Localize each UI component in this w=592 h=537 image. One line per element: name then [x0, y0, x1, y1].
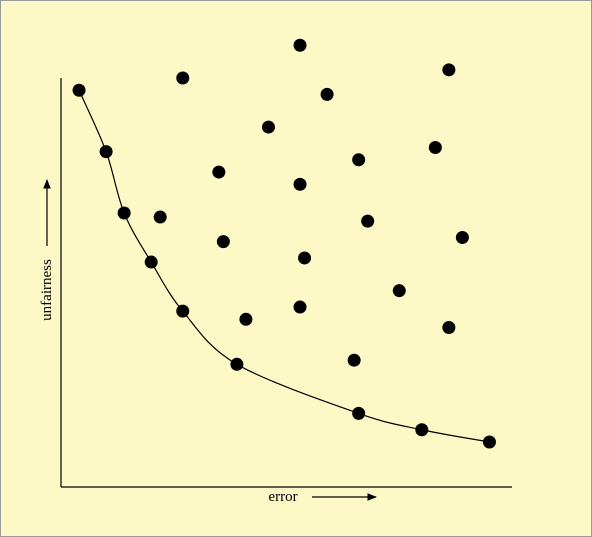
point: [361, 214, 375, 228]
point: [144, 255, 158, 269]
point: [212, 165, 226, 179]
point: [455, 231, 469, 245]
point: [352, 153, 366, 167]
point: [117, 206, 131, 220]
point: [261, 120, 275, 134]
point: [352, 406, 366, 420]
point: [482, 435, 496, 449]
point: [216, 235, 230, 249]
point: [99, 145, 113, 159]
frontier-line: [78, 90, 490, 443]
point: [392, 284, 406, 298]
point: [72, 83, 86, 97]
point: [415, 423, 429, 437]
point: [293, 38, 307, 52]
point: [239, 312, 253, 326]
point: [293, 300, 307, 314]
point: [442, 63, 456, 77]
point: [293, 177, 307, 191]
y-axis-label: unfairness: [39, 259, 55, 321]
point: [230, 357, 244, 371]
point: [176, 71, 190, 85]
point: [428, 141, 442, 155]
point: [347, 353, 361, 367]
point: [442, 320, 456, 334]
point: [153, 210, 167, 224]
point: [298, 251, 312, 265]
point: [176, 304, 190, 318]
point: [320, 87, 334, 101]
x-axis-label: error: [268, 489, 297, 505]
